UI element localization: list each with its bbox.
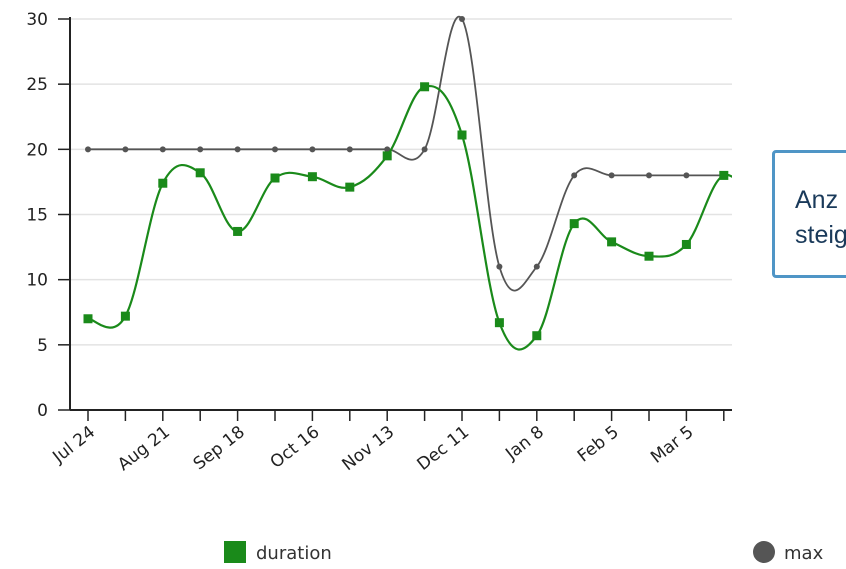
point-duration-10 [457, 130, 467, 140]
point-duration-13 [569, 219, 579, 229]
legend-duration-swatch [224, 541, 246, 563]
y-tick-label-0: 0 [37, 401, 48, 421]
point-max-8 [384, 146, 391, 153]
x-tick-label-2: Sep 18 [190, 422, 249, 474]
legend-duration-label: duration [256, 543, 332, 564]
point-max-13 [571, 172, 578, 179]
y-tick-label-30: 30 [26, 10, 48, 30]
point-duration-9 [420, 82, 430, 92]
point-max-10 [459, 16, 465, 22]
series-duration [83, 82, 766, 351]
point-duration-14 [607, 237, 617, 247]
point-duration-0 [83, 314, 93, 324]
point-duration-2 [158, 178, 168, 188]
callout-line-2: steig [795, 221, 846, 249]
point-duration-3 [195, 168, 205, 178]
x-tick-label-3: Oct 16 [267, 422, 324, 473]
callout-line-1: Anz [795, 186, 839, 214]
callout-box: Anz steig [772, 150, 846, 278]
x-tick-label-5: Dec 11 [414, 422, 474, 475]
point-duration-4 [233, 226, 243, 236]
series-duration-line [87, 84, 732, 351]
point-max-11 [496, 263, 503, 270]
legend: duration max [224, 541, 824, 564]
point-max-3 [197, 146, 204, 153]
series-max-line [88, 15, 724, 292]
x-tick-label-1: Aug 21 [114, 422, 174, 475]
point-duration-12 [532, 331, 542, 341]
y-tick-label-10: 10 [26, 271, 48, 291]
point-max-4 [234, 146, 241, 153]
point-max-7 [346, 146, 353, 153]
point-max-6 [309, 146, 316, 153]
point-duration-15 [644, 251, 654, 261]
point-max-5 [272, 146, 278, 153]
x-tick-label-7: Feb 5 [574, 422, 623, 466]
y-tick-label-15: 15 [26, 206, 48, 226]
x-axis-ticks: Jul 24 Aug 21 Sep 18 Oct 16 Nov 13 Dec 11 Jan … [49, 410, 725, 475]
point-duration-5 [270, 173, 280, 183]
point-max-16 [683, 172, 690, 179]
point-duration-6 [307, 172, 317, 182]
point-max-1 [122, 146, 129, 153]
point-duration-1 [120, 311, 130, 321]
point-max-15 [646, 172, 652, 179]
point-max-12 [533, 263, 540, 270]
y-tick-label-5: 5 [37, 336, 48, 356]
point-duration-16 [681, 239, 691, 249]
point-duration-17 [719, 170, 729, 180]
point-max-14 [608, 172, 615, 179]
point-duration-8 [382, 151, 392, 161]
point-max-9 [421, 146, 428, 153]
point-duration-7 [345, 182, 355, 192]
series-max [85, 15, 727, 292]
legend-max-swatch [753, 541, 775, 563]
y-tick-label-20: 20 [26, 140, 48, 160]
x-tick-label-8: Mar 5 [647, 422, 697, 467]
legend-max-label: max [784, 543, 824, 564]
x-tick-label-6: Jan 8 [501, 422, 548, 465]
y-tick-label-25: 25 [26, 75, 48, 95]
y-axis-ticks: 0 5 10 15 20 25 30 [26, 10, 70, 421]
x-tick-label-4: Nov 13 [339, 422, 399, 475]
point-duration-11 [494, 318, 504, 328]
grid-lines [70, 18, 732, 346]
point-max-0 [85, 146, 91, 153]
point-duration-18 [757, 210, 766, 219]
point-max-2 [159, 146, 166, 153]
axes [69, 17, 732, 411]
x-tick-label-0: Jul 24 [49, 422, 100, 468]
